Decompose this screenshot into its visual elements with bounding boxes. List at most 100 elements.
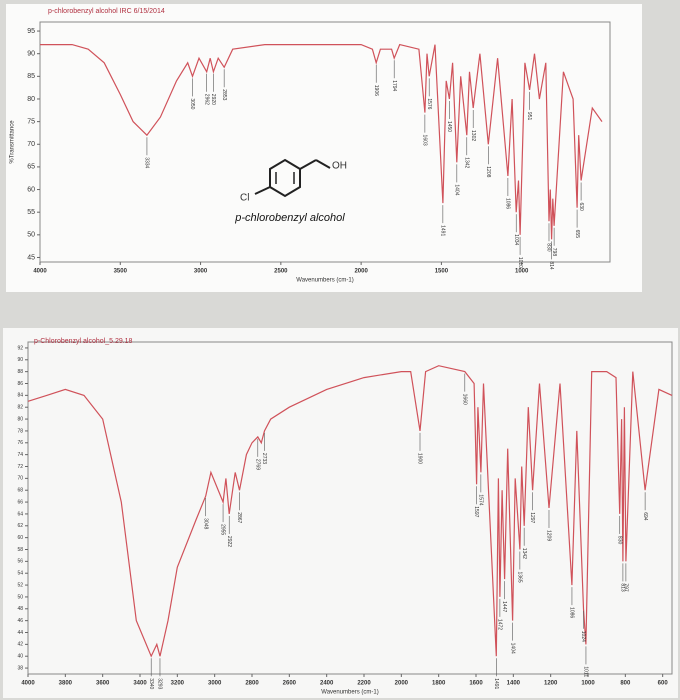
x-tick-label: 1200 <box>544 681 558 687</box>
y-tick-label: 82 <box>17 405 23 411</box>
y-tick-label: 90 <box>27 51 35 58</box>
y-tick-label: 74 <box>17 452 23 458</box>
peak-label: 655 <box>574 230 580 239</box>
peak-label: 2955 <box>220 524 226 535</box>
peak-label: 1342 <box>463 157 469 168</box>
spectrum-line <box>27 365 673 658</box>
peak-label: 1472 <box>497 619 503 630</box>
peak-label: 1297 <box>529 512 535 523</box>
peak-label: 2853 <box>221 89 227 100</box>
peak-label: 1900 <box>417 453 423 464</box>
x-tick-label: 1000 <box>581 681 595 687</box>
y-tick-label: 70 <box>17 476 23 482</box>
peak-label: 3293 <box>157 678 163 689</box>
peak-label: 2769 <box>254 459 260 470</box>
peak-label: 1597 <box>473 506 479 517</box>
peak-label: 1450 <box>446 121 452 132</box>
y-tick-label: 44 <box>17 630 23 636</box>
y-tick-label: 64 <box>17 511 23 517</box>
peak-label: 1447 <box>501 601 507 612</box>
y-tick-label: 68 <box>17 488 23 494</box>
x-tick-label: 2600 <box>283 681 297 687</box>
peak-label: 1010 <box>517 257 523 268</box>
peak-label: 830 <box>616 536 622 545</box>
atom-label: OH <box>332 161 347 172</box>
plot-frame <box>39 21 611 263</box>
x-tick-label: 2500 <box>274 269 288 275</box>
peak-label: 1794 <box>391 80 397 91</box>
x-tick-label: 2400 <box>320 681 334 687</box>
peak-label: 830 <box>546 243 552 252</box>
peak-label: 797 <box>623 583 629 592</box>
y-tick-label: 45 <box>27 254 35 261</box>
peak-label: 630 <box>578 202 584 211</box>
x-tick-label: 4000 <box>21 681 35 687</box>
peak-label: 1603 <box>422 135 428 146</box>
x-tick-label: 1500 <box>435 269 449 275</box>
x-axis-label: Wavenumbers (cm-1) <box>296 278 353 284</box>
peak-label: 1574 <box>478 494 484 505</box>
x-tick-label: 3000 <box>208 681 222 687</box>
peak-label: 2920 <box>210 94 216 105</box>
y-tick-label: 90 <box>17 357 23 363</box>
peak-label: 1906 <box>373 85 379 96</box>
peak-label: 1365 <box>517 572 523 583</box>
chart-title: p-Chlorobenzyl alcohol_5.29.18 <box>34 338 133 345</box>
peak-label: 1491 <box>493 678 499 689</box>
peak-label: 1342 <box>521 548 527 559</box>
y-tick-label: 40 <box>17 654 23 660</box>
x-tick-label: 800 <box>620 681 631 687</box>
y-tick-label: 70 <box>27 141 35 148</box>
peak-label: 3050 <box>189 98 195 109</box>
peak-label: 1660 <box>461 394 467 405</box>
peak-label: 813 <box>620 583 626 592</box>
y-tick-label: 54 <box>17 571 23 577</box>
y-tick-label: 92 <box>17 345 23 351</box>
y-axis-label: %Transmittance <box>10 120 16 164</box>
peak-label: 1034 <box>513 234 519 245</box>
peak-label: 951 <box>526 112 532 121</box>
structure <box>254 158 331 198</box>
peak-label: 1208 <box>485 166 491 177</box>
x-tick-label: 2000 <box>395 681 409 687</box>
x-tick-label: 3600 <box>96 681 110 687</box>
y-tick-label: 76 <box>17 440 23 446</box>
y-tick-label: 60 <box>27 186 35 193</box>
y-tick-label: 84 <box>17 393 23 399</box>
peak-label: 2962 <box>203 94 209 105</box>
x-tick-label: 600 <box>658 681 669 687</box>
peak-label: 2867 <box>236 512 242 523</box>
peak-label: 814 <box>548 261 554 270</box>
x-axis-label: Wavenumbers (cm-1) <box>321 690 378 696</box>
atom-label: Cl <box>240 193 249 204</box>
y-tick-label: 62 <box>17 523 23 529</box>
y-tick-label: 75 <box>27 118 35 125</box>
bottom-panel <box>3 328 678 698</box>
y-tick-label: 95 <box>27 28 35 35</box>
top-panel <box>6 4 642 292</box>
y-tick-label: 38 <box>17 665 23 671</box>
peak-label: 1404 <box>453 184 459 195</box>
y-tick-label: 80 <box>17 416 23 422</box>
y-tick-label: 86 <box>17 381 23 387</box>
peak-label: 1086 <box>505 198 511 209</box>
peak-label: 1086 <box>569 607 575 618</box>
peak-label: 2733 <box>261 453 267 464</box>
peak-label: 798 <box>551 248 557 257</box>
x-tick-label: 3200 <box>171 681 185 687</box>
x-tick-label: 2000 <box>354 269 368 275</box>
y-tick-label: 72 <box>17 464 23 470</box>
structure-label: p-chlorobenzyl alcohol <box>234 212 345 224</box>
y-tick-label: 58 <box>17 547 23 553</box>
plot-frame <box>27 341 673 675</box>
x-tick-label: 1400 <box>507 681 521 687</box>
peak-label: 1024 <box>580 631 586 642</box>
peak-label: 694 <box>642 512 648 521</box>
y-tick-label: 56 <box>17 559 23 565</box>
y-tick-label: 52 <box>17 582 23 588</box>
spectrum-line <box>40 43 603 240</box>
peak-label: 1404 <box>509 643 515 654</box>
x-tick-label: 2800 <box>245 681 259 687</box>
y-tick-label: 88 <box>17 369 23 375</box>
